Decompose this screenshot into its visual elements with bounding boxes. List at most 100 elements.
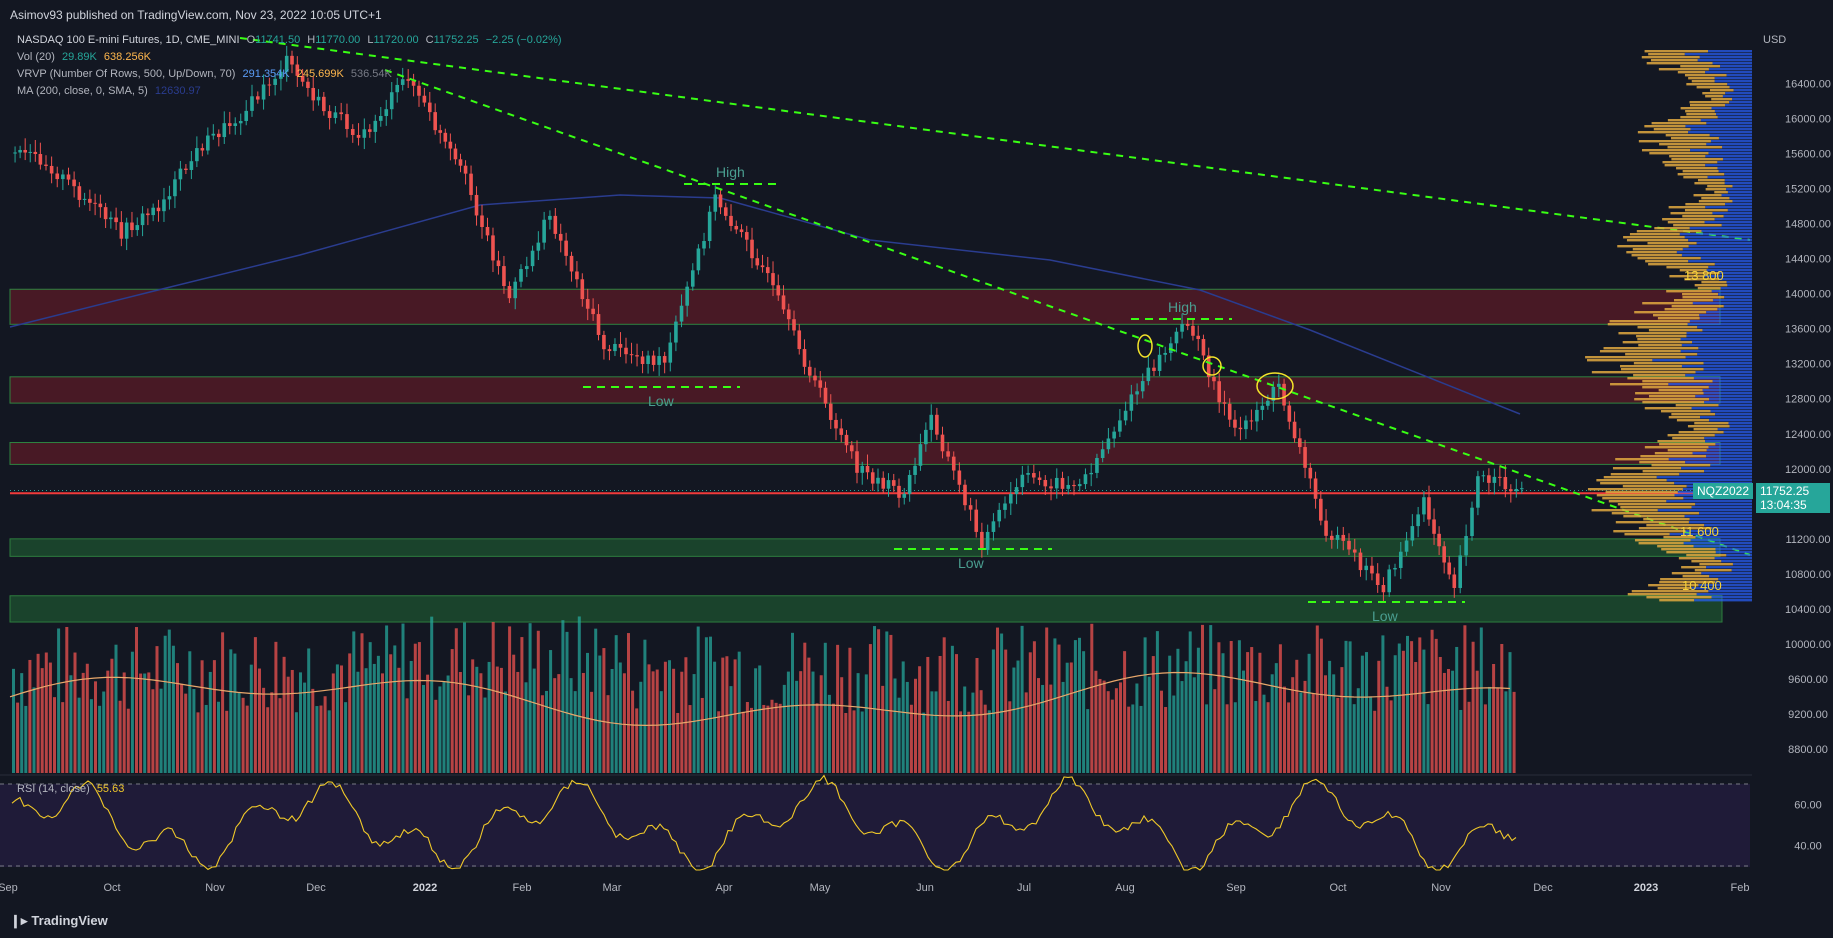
vrvp-up-bar <box>1708 446 1752 449</box>
vrvp-up-bar <box>1717 161 1752 164</box>
candle-body <box>844 434 849 446</box>
vrvp-up-bar <box>1690 149 1752 152</box>
volume-bar <box>1422 649 1426 773</box>
vrvp-down-bar <box>1596 494 1675 497</box>
volume-bar <box>475 666 479 773</box>
candle-body <box>491 235 495 261</box>
candle-body <box>1352 549 1357 553</box>
vrvp-down-bar <box>1623 515 1685 518</box>
candle-body <box>1509 489 1513 492</box>
candle-body <box>98 203 103 208</box>
volume-bar <box>1242 670 1245 773</box>
time-tick: Feb <box>513 882 532 894</box>
volume-bar <box>413 643 417 773</box>
vrvp-down-bar <box>1670 137 1719 140</box>
candle-body <box>211 133 216 136</box>
volume-bar <box>516 671 520 773</box>
volume-bar <box>709 636 712 773</box>
vrvp-up-bar <box>1668 383 1752 386</box>
volume-bar <box>889 634 893 773</box>
vrvp-up-bar <box>1716 113 1752 116</box>
candle-body <box>66 174 71 180</box>
volume-bar <box>1377 660 1381 773</box>
candle-body <box>818 380 823 388</box>
volume-bar <box>1336 697 1340 773</box>
candle-body <box>807 366 812 376</box>
volume-bar <box>315 706 319 773</box>
vrvp-down-bar <box>1617 245 1689 248</box>
candle-body <box>713 194 718 212</box>
candle-body <box>417 85 421 96</box>
volume-bar <box>192 688 196 773</box>
candle-body <box>233 123 238 126</box>
candle-body <box>1020 474 1025 488</box>
candle-body <box>929 414 934 430</box>
vrvp-up-bar <box>1718 170 1752 173</box>
vrvp-down-bar <box>1685 110 1715 113</box>
vrvp-up-bar <box>1727 191 1752 194</box>
candle-body <box>33 151 38 155</box>
volume-bar <box>586 652 589 773</box>
vrvp-down-bar <box>1603 476 1657 479</box>
vrvp-up-bar <box>1725 104 1752 107</box>
volume-bar <box>229 649 233 773</box>
vrvp-up-bar <box>1718 137 1752 140</box>
vrvp-up-bar <box>1722 146 1752 149</box>
volume-bar <box>1139 705 1143 773</box>
vrvp-down-bar <box>1658 389 1703 392</box>
vrvp-up-bar <box>1714 434 1752 437</box>
candle-body <box>1049 486 1053 489</box>
volume-bar <box>389 654 393 773</box>
candle-body <box>1095 457 1099 473</box>
vrvp-up-bar <box>1686 335 1752 338</box>
vrvp-name: VRVP (Number Of Rows, 500, Up/Down, 70) <box>17 68 236 80</box>
candle-body <box>1212 376 1216 382</box>
volume-bar <box>594 628 598 773</box>
volume-bar <box>963 686 967 773</box>
volume-bar <box>430 616 434 773</box>
volume-bar <box>955 654 958 773</box>
vrvp-up-bar <box>1708 266 1752 269</box>
candle-body <box>685 286 689 306</box>
volume-bar <box>832 703 835 773</box>
candle-body <box>839 428 844 435</box>
volume-bar <box>303 682 307 773</box>
volume-bar <box>1311 693 1315 773</box>
candle-body <box>786 309 791 320</box>
candle-body <box>1308 467 1313 479</box>
candle-body <box>400 79 405 85</box>
volume-bar <box>938 655 942 773</box>
vrvp-down-bar <box>1705 95 1723 98</box>
volume-bar <box>1492 663 1496 773</box>
vrvp-up-bar <box>1725 92 1752 95</box>
candle-body <box>184 168 188 170</box>
volume-bar <box>524 682 528 773</box>
volume-bar <box>647 664 651 773</box>
candle-body <box>935 414 939 435</box>
vrvp-down-bar <box>1661 548 1716 551</box>
volume-bar <box>901 661 905 773</box>
volume-bar <box>1262 694 1266 773</box>
volume-bar <box>36 653 40 773</box>
vrvp-up-bar <box>1711 107 1752 110</box>
vrvp-down-bar <box>1626 251 1677 254</box>
volume-bar <box>1319 638 1323 773</box>
candle-body <box>1217 381 1222 403</box>
candle-body <box>1060 477 1065 489</box>
volume-bar <box>1447 669 1450 773</box>
volume-bar <box>1479 627 1483 773</box>
candle-body <box>602 334 606 350</box>
vol-value: 29.89K <box>61 51 97 63</box>
tradingview-logo[interactable]: ❙▸ TradingView <box>10 913 108 929</box>
candle-body <box>250 96 254 111</box>
volume-bar <box>282 656 286 773</box>
vrvp-down-bar <box>1711 98 1733 101</box>
candle-body <box>1227 403 1232 420</box>
vrvp-down-bar <box>1680 65 1721 68</box>
vrvp-down-bar <box>1644 446 1709 449</box>
vrvp-down-bar <box>1644 50 1709 53</box>
candle-body <box>629 354 634 356</box>
candle-body <box>1381 584 1386 593</box>
volume-bar <box>758 665 762 773</box>
